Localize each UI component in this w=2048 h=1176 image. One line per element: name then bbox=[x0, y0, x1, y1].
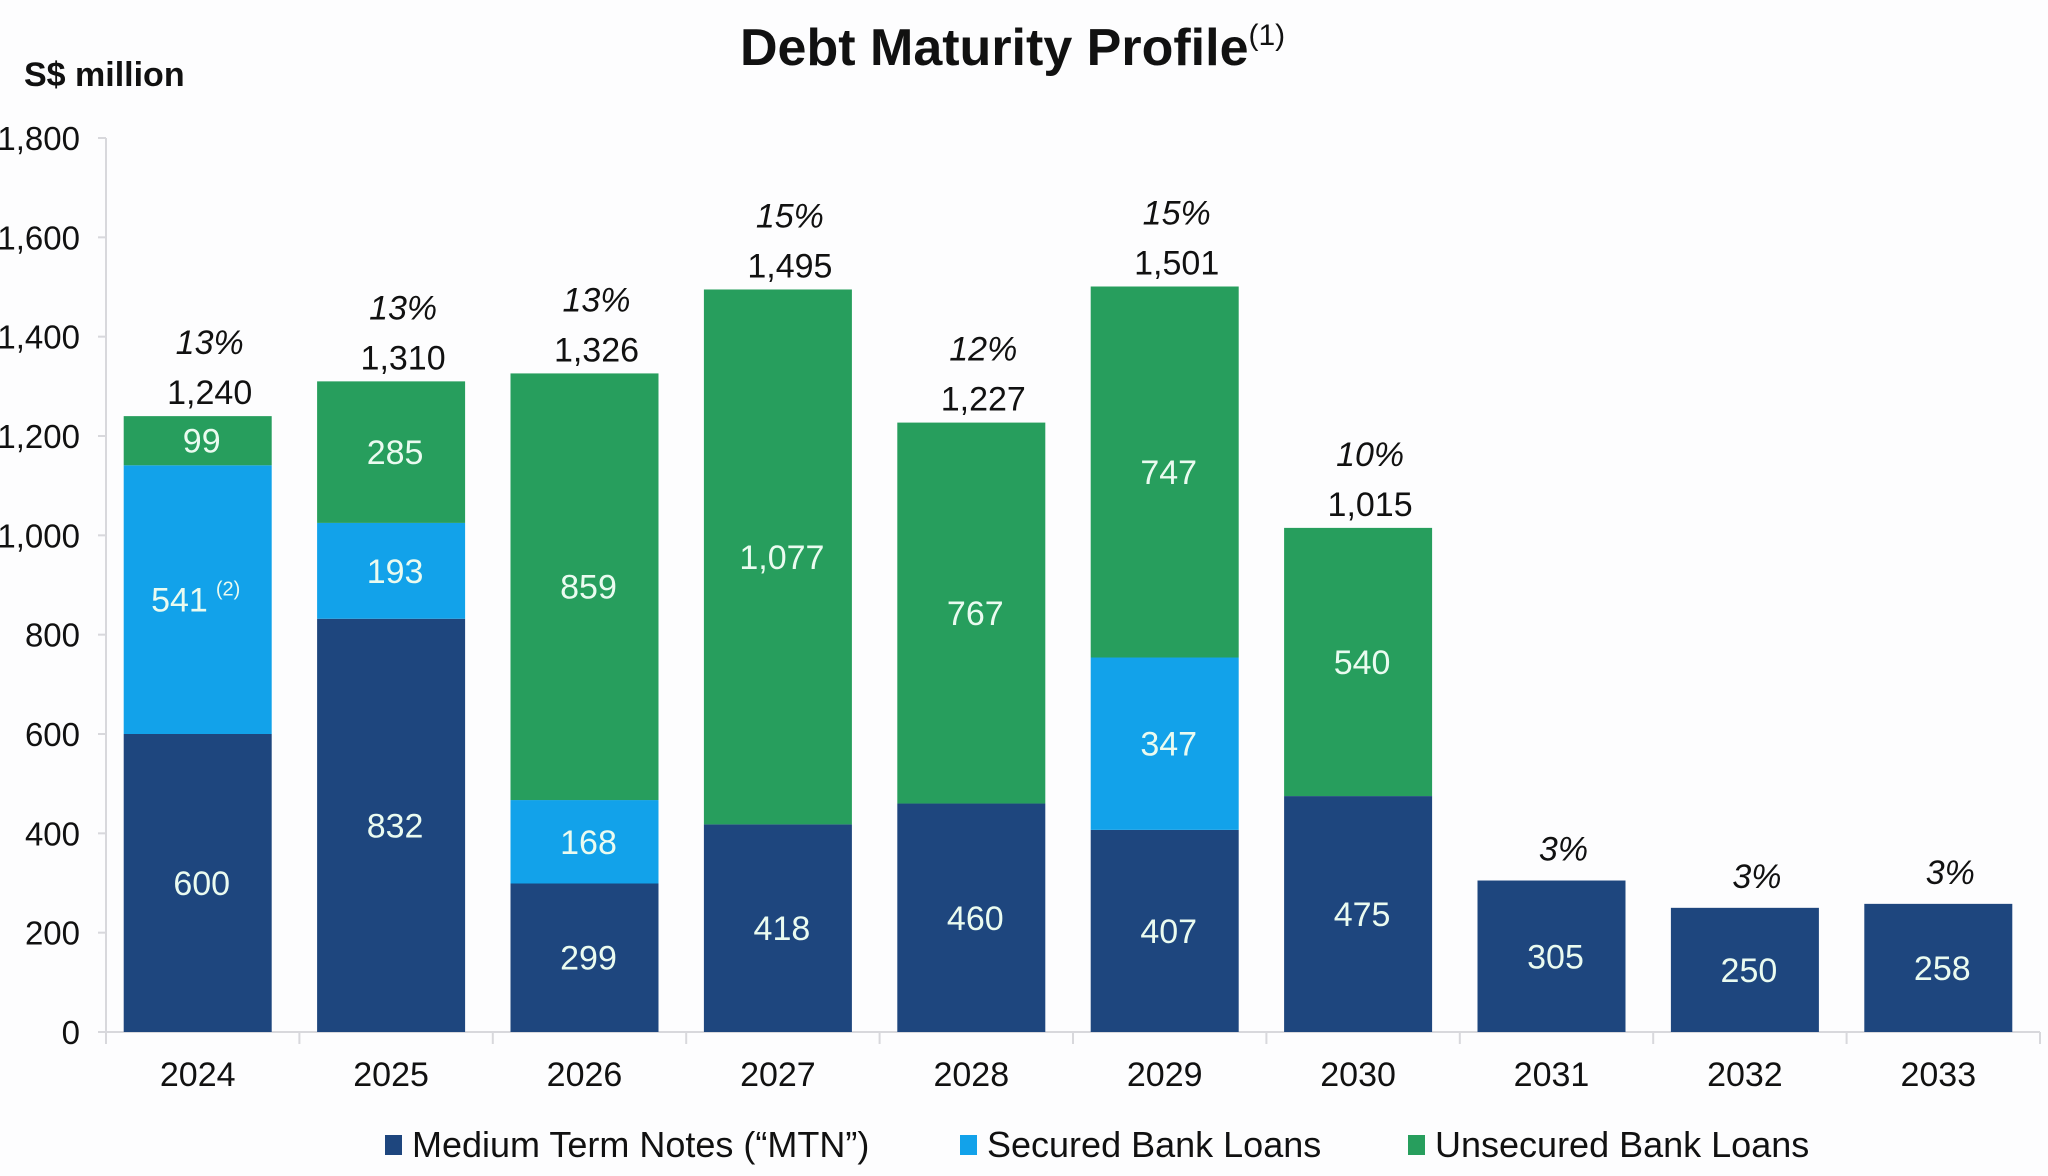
bar-segment bbox=[123, 465, 272, 734]
bars bbox=[123, 286, 2013, 1032]
percentage-label: 13% bbox=[369, 289, 437, 327]
segment-value-label: 1,077 bbox=[739, 539, 824, 577]
y-tick-label: 200 bbox=[25, 915, 80, 952]
bar-segment bbox=[317, 618, 466, 1032]
x-tick-label: 2031 bbox=[1514, 1056, 1590, 1094]
total-value-label: 1,501 bbox=[1134, 245, 1219, 283]
segment-value-label: 305 bbox=[1527, 938, 1584, 976]
bar-segment bbox=[703, 824, 852, 1032]
bar-segment bbox=[897, 422, 1046, 804]
total-value-label: 1,240 bbox=[167, 374, 252, 412]
x-tick-label: 2024 bbox=[160, 1056, 236, 1094]
total-value-label: 1,015 bbox=[1328, 486, 1413, 524]
legend-swatch bbox=[385, 1135, 402, 1155]
legend-swatch bbox=[960, 1135, 977, 1155]
axes: 0 200 400 600 800 1,000 1,200 1,400 1,600 1,800 20… bbox=[0, 120, 2041, 1094]
segment-value-label: 258 bbox=[1914, 950, 1971, 988]
percentage-label: 13% bbox=[562, 281, 630, 319]
segment-value-label: 193 bbox=[367, 553, 424, 591]
segment-value-label: 347 bbox=[1140, 726, 1197, 764]
percentage-label: 3% bbox=[1539, 831, 1588, 869]
bar-segment bbox=[1090, 829, 1239, 1032]
y-tick-label: 1,000 bbox=[0, 517, 80, 554]
bar-segment bbox=[897, 803, 1046, 1032]
bar-segment bbox=[703, 289, 852, 825]
bar-segment bbox=[1864, 903, 2013, 1032]
total-value-label: 1,326 bbox=[554, 331, 639, 369]
x-tick-label: 2032 bbox=[1707, 1056, 1783, 1094]
percentage-label: 3% bbox=[1732, 858, 1781, 896]
x-tick-label: 2027 bbox=[740, 1056, 816, 1094]
segment-value-label: 460 bbox=[947, 900, 1004, 938]
percentage-label: 10% bbox=[1336, 436, 1404, 474]
bar-segment bbox=[1477, 880, 1626, 1032]
percentage-label: 15% bbox=[1143, 195, 1211, 233]
legend-swatch bbox=[1408, 1135, 1425, 1155]
segment-value-label: 475 bbox=[1334, 896, 1391, 934]
y-tick-label: 1,600 bbox=[0, 219, 80, 256]
y-tick-label: 800 bbox=[25, 617, 80, 654]
percentage-label: 13% bbox=[176, 324, 244, 362]
segment-value-label: 299 bbox=[560, 940, 617, 978]
bar-segment bbox=[317, 522, 466, 619]
segment-value-label: 832 bbox=[367, 807, 424, 845]
bar-segment bbox=[1670, 907, 1819, 1032]
bar-segment bbox=[510, 800, 659, 884]
total-value-label: 1,227 bbox=[941, 381, 1026, 419]
segment-value-label: 747 bbox=[1140, 454, 1197, 492]
bar-segment bbox=[317, 381, 466, 523]
segment-value-label: 168 bbox=[560, 824, 617, 862]
y-tick-label: 1,400 bbox=[0, 319, 80, 356]
y-tick-label: 1,200 bbox=[0, 418, 80, 455]
segment-value-label: 99 bbox=[183, 423, 221, 461]
segment-value-label: 859 bbox=[560, 569, 617, 607]
bar-segment bbox=[510, 373, 659, 801]
segment-value-label: 407 bbox=[1140, 913, 1197, 951]
percentage-label: 3% bbox=[1926, 854, 1975, 892]
bar-segment bbox=[123, 416, 272, 466]
x-tick-label: 2030 bbox=[1320, 1056, 1396, 1094]
x-tick-label: 2029 bbox=[1127, 1056, 1203, 1094]
bar-segment bbox=[1090, 657, 1239, 830]
segment-value-label: 767 bbox=[947, 595, 1004, 633]
chart-title: Debt Maturity Profile(1) bbox=[740, 19, 1285, 77]
bar-segment bbox=[1284, 527, 1433, 797]
bar-segment bbox=[510, 883, 659, 1032]
bar-segment bbox=[1284, 796, 1433, 1032]
segment-value-label: 600 bbox=[173, 865, 230, 903]
legend-label: Medium Term Notes (“MTN”) bbox=[412, 1124, 869, 1165]
y-tick-label: 1,800 bbox=[0, 120, 80, 157]
x-tick-label: 2028 bbox=[933, 1056, 1009, 1094]
y-tick-label: 400 bbox=[25, 815, 80, 852]
x-tick-label: 2026 bbox=[547, 1056, 623, 1094]
legend-label: Unsecured Bank Loans bbox=[1435, 1124, 1809, 1165]
segment-value-label: 285 bbox=[367, 434, 424, 472]
segment-value-label: 250 bbox=[1721, 952, 1778, 990]
x-tick-label: 2033 bbox=[1900, 1056, 1976, 1094]
percentage-label: 15% bbox=[756, 197, 824, 235]
y-tick-label: 600 bbox=[25, 716, 80, 753]
legend-label: Secured Bank Loans bbox=[987, 1124, 1321, 1165]
total-value-label: 1,310 bbox=[361, 339, 446, 377]
segment-value-label: 418 bbox=[754, 910, 811, 948]
y-axis-unit-label: S$ million bbox=[24, 56, 185, 94]
bar-segment bbox=[123, 734, 272, 1032]
y-tick-label: 0 bbox=[62, 1014, 80, 1051]
percentage-label: 12% bbox=[949, 331, 1017, 369]
total-value-label: 1,495 bbox=[747, 247, 832, 285]
x-tick-label: 2025 bbox=[353, 1056, 429, 1094]
segment-value-label: 540 bbox=[1334, 644, 1391, 682]
title-footnote: (1) bbox=[1249, 19, 1286, 52]
bar-segment bbox=[1090, 286, 1239, 658]
legend: Medium Term Notes (“MTN”) Secured Bank Lo… bbox=[385, 1124, 1809, 1165]
segment-footnote: (2) bbox=[216, 579, 240, 601]
